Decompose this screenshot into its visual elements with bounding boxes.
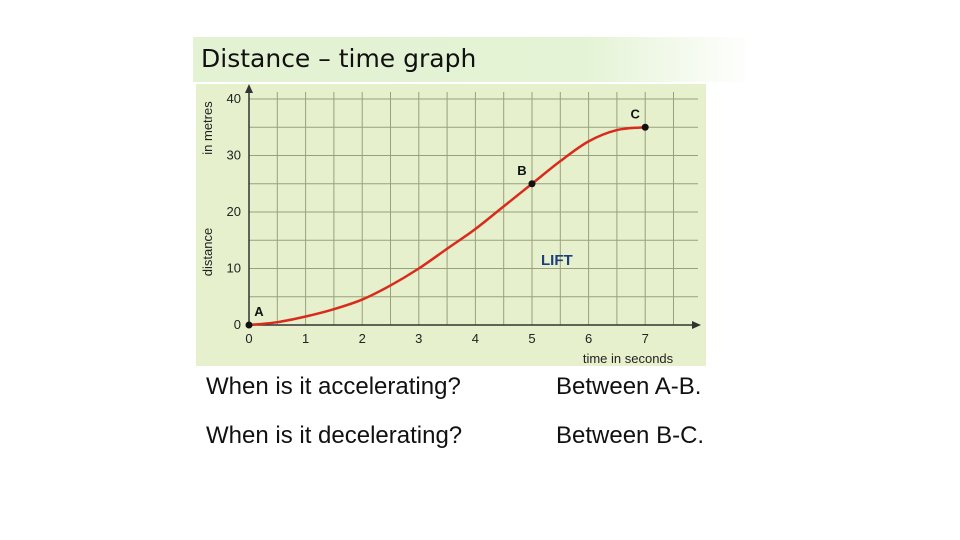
answer-decelerating: Between B-C. (556, 422, 705, 449)
x-tick-label: 4 (472, 331, 479, 346)
question-decelerating: When is it decelerating? (206, 422, 463, 449)
chart-canvas: 0 1 2 3 4 5 6 7 0 10 20 30 40 time in seconds distance… (200, 84, 701, 366)
distance-time-chart: 0 1 2 3 4 5 6 7 0 10 20 30 40 time in seconds distance… (196, 84, 706, 366)
distance-series-line (248, 126, 646, 327)
slide-title-bar: Distance – time graph (193, 37, 753, 82)
x-tick-label: 2 (359, 331, 366, 346)
y-tick-label: 0 (234, 317, 241, 332)
point-a-marker (245, 321, 253, 329)
answer-accelerating: Between A-B. (556, 373, 702, 400)
y-axis-unit: in metres (200, 101, 215, 155)
y-tick-label: 10 (227, 261, 241, 276)
x-tick-label: 3 (415, 331, 422, 346)
x-tick-label: 0 (245, 331, 252, 346)
y-axis-arrow (245, 84, 253, 93)
point-b-marker (528, 180, 536, 188)
lift-annotation: LIFT (541, 252, 573, 269)
point-b-label: B (517, 163, 526, 178)
x-tick-label: 5 (528, 331, 535, 346)
question-accelerating: When is it accelerating? (206, 373, 461, 400)
y-axis-title: distance (200, 228, 215, 276)
point-c-marker (641, 123, 649, 131)
x-axis-title: time in seconds (583, 351, 674, 366)
slide-title: Distance – time graph (201, 44, 477, 73)
x-tick-label: 1 (302, 331, 309, 346)
point-c-label: C (631, 106, 641, 121)
x-tick-label: 7 (642, 331, 649, 346)
y-tick-label: 40 (227, 91, 241, 106)
x-axis-arrow (692, 321, 701, 329)
y-tick-label: 30 (227, 148, 241, 163)
point-a-label: A (254, 304, 264, 319)
x-tick-label: 6 (585, 331, 592, 346)
y-tick-label: 20 (227, 204, 241, 219)
